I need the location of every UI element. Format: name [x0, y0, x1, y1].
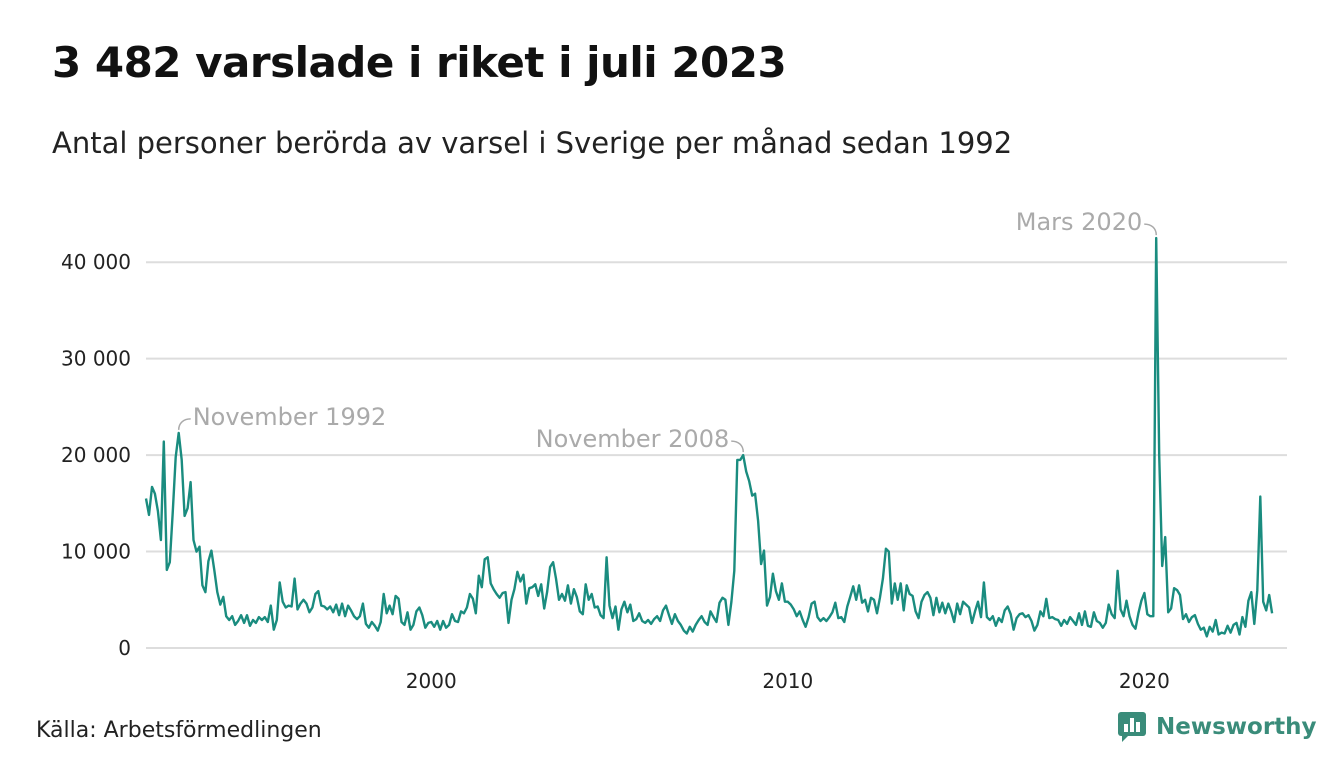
x-tick-label: 2020: [1119, 669, 1170, 693]
annotation-label: Mars 2020: [1016, 208, 1143, 236]
y-tick-label: 40 000: [61, 250, 131, 274]
brand-name: Newsworthy: [1156, 714, 1317, 740]
y-tick-label: 20 000: [61, 443, 131, 467]
line-chart: 0 10 000 20 000 30 000 40 000 2000 2010 2020 Nov…: [61, 208, 1287, 693]
y-tick-label: 0: [118, 636, 131, 660]
y-tick-label: 30 000: [61, 347, 131, 371]
source-note: Källa: Arbetsförmedlingen: [36, 718, 322, 743]
chart-title: 3 482 varslade i riket i juli 2023: [52, 38, 787, 87]
x-tick-label: 2000: [406, 669, 457, 693]
y-tick-label: 10 000: [61, 540, 131, 564]
annotation-label: November 2008: [536, 425, 730, 453]
annotation-connector: [177, 418, 191, 430]
chart-subtitle: Antal personer berörda av varsel i Sveri…: [52, 126, 1013, 160]
annotation-connector: [731, 440, 744, 453]
newsworthy-chart-logo-icon: [1118, 712, 1146, 742]
x-tick-label: 2010: [762, 669, 813, 693]
annotation-label: November 1992: [193, 403, 387, 431]
brand-logo-group[interactable]: Newsworthy: [1118, 712, 1317, 742]
annotation-connector: [1144, 223, 1157, 236]
series-line: [144, 236, 1274, 638]
